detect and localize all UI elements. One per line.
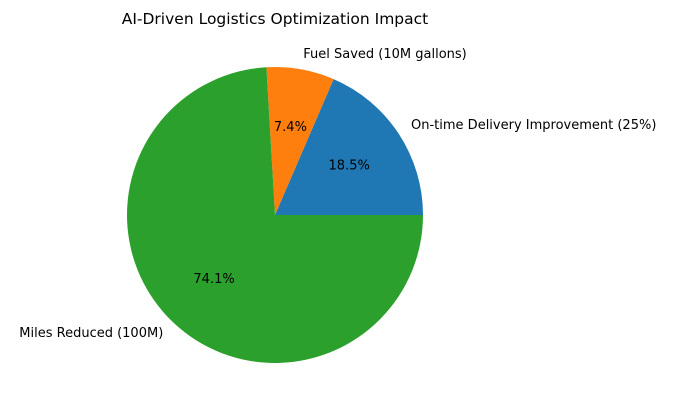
slice-percent-label: 74.1%	[193, 272, 234, 287]
slice-label: Fuel Saved (10M gallons)	[303, 47, 466, 62]
chart-title: AI-Driven Logistics Optimization Impact	[122, 10, 429, 28]
pie-labels: On-time Delivery Improvement (25%) 18.5% F…	[19, 47, 656, 341]
pie-slice	[266, 66, 334, 215]
pie-slices	[127, 66, 424, 363]
pie-slice	[127, 67, 424, 363]
pie-slice	[275, 79, 424, 215]
slice-label: On-time Delivery Improvement (25%)	[411, 118, 656, 133]
slice-percent-label: 7.4%	[274, 120, 307, 135]
slice-label: Miles Reduced (100M)	[19, 326, 163, 341]
slice-percent-label: 18.5%	[329, 159, 370, 174]
